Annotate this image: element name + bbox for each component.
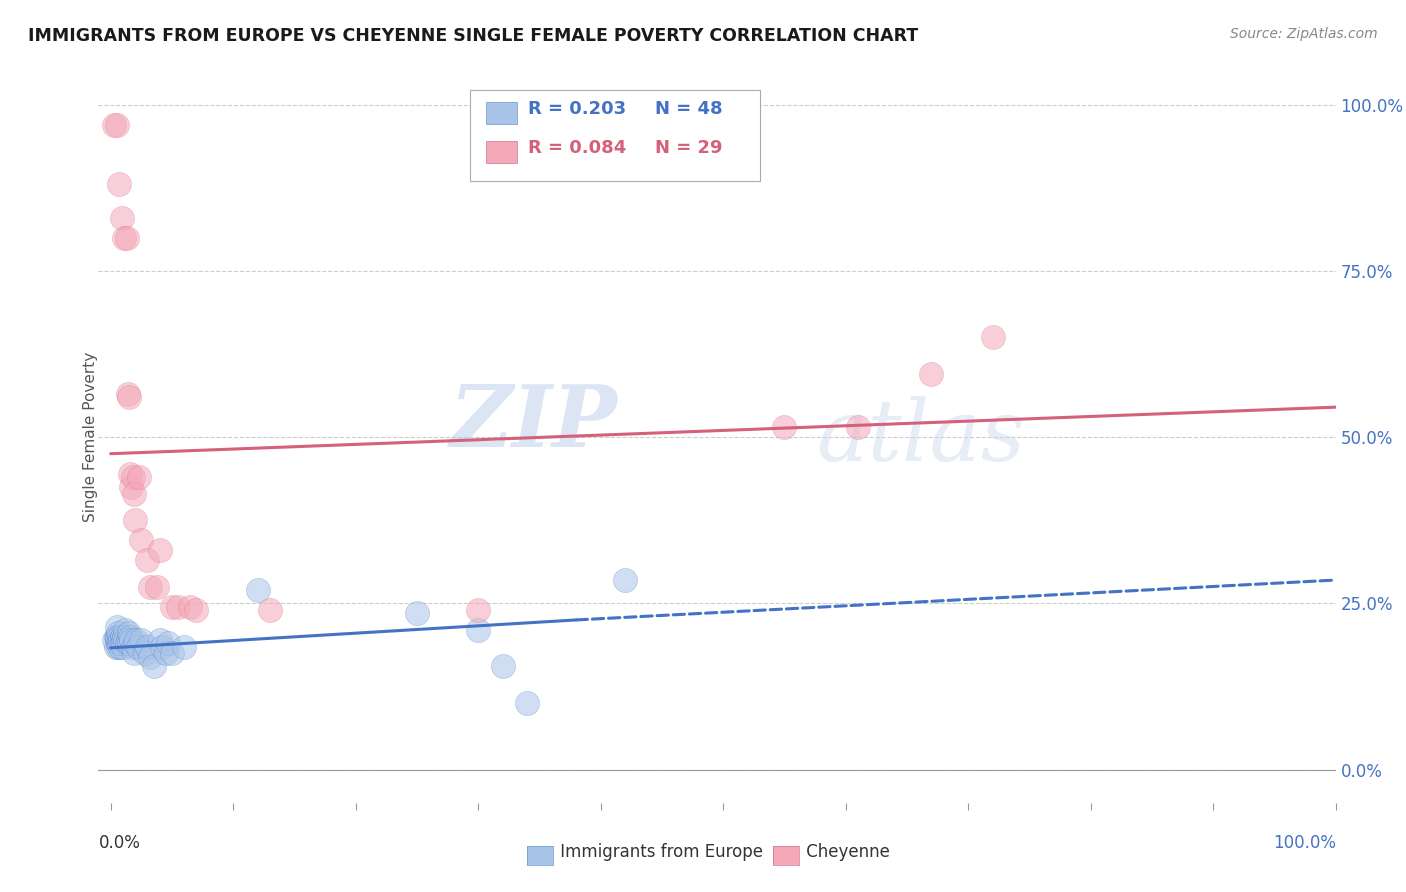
Point bbox=[108, 630, 131, 644]
Point bbox=[104, 630, 127, 644]
Point bbox=[107, 636, 129, 650]
Text: IMMIGRANTS FROM EUROPE VS CHEYENNE SINGLE FEMALE POVERTY CORRELATION CHART: IMMIGRANTS FROM EUROPE VS CHEYENNE SINGL… bbox=[28, 27, 918, 45]
Point bbox=[773, 420, 796, 434]
Point bbox=[467, 603, 489, 617]
Point bbox=[142, 659, 165, 673]
Text: Source: ZipAtlas.com: Source: ZipAtlas.com bbox=[1230, 27, 1378, 41]
Point bbox=[110, 632, 132, 647]
Point bbox=[167, 599, 190, 614]
Point bbox=[111, 636, 134, 650]
Point bbox=[105, 118, 128, 132]
Point bbox=[122, 646, 145, 660]
Point bbox=[111, 630, 134, 644]
Point bbox=[120, 467, 142, 481]
Point bbox=[139, 649, 162, 664]
Point bbox=[124, 636, 146, 650]
Point bbox=[104, 640, 127, 654]
Point bbox=[122, 486, 145, 500]
FancyBboxPatch shape bbox=[470, 90, 761, 181]
Point bbox=[107, 626, 129, 640]
Text: N = 29: N = 29 bbox=[655, 139, 723, 157]
Point bbox=[516, 696, 538, 710]
Point bbox=[110, 640, 132, 654]
Point bbox=[117, 632, 139, 647]
Point bbox=[406, 607, 429, 621]
Point bbox=[173, 640, 195, 654]
Point bbox=[112, 230, 135, 244]
Point bbox=[129, 533, 152, 548]
Point bbox=[105, 619, 128, 633]
Point bbox=[128, 470, 150, 484]
Point bbox=[259, 603, 281, 617]
Text: N = 48: N = 48 bbox=[655, 101, 723, 119]
Point bbox=[186, 603, 208, 617]
Point bbox=[981, 330, 1004, 344]
Point bbox=[108, 178, 131, 192]
Point bbox=[121, 480, 143, 494]
Point bbox=[121, 640, 143, 654]
Text: atlas: atlas bbox=[815, 396, 1025, 478]
Point bbox=[118, 390, 141, 404]
Text: Immigrants from Europe: Immigrants from Europe bbox=[534, 843, 763, 861]
Point bbox=[114, 623, 136, 637]
Point bbox=[846, 420, 869, 434]
Y-axis label: Single Female Poverty: Single Female Poverty bbox=[83, 352, 97, 522]
Point bbox=[105, 630, 128, 644]
Text: ZIP: ZIP bbox=[450, 381, 619, 464]
Text: R = 0.084: R = 0.084 bbox=[527, 139, 626, 157]
Point bbox=[136, 640, 159, 654]
Text: 100.0%: 100.0% bbox=[1272, 834, 1336, 852]
Point bbox=[136, 553, 159, 567]
Point bbox=[114, 632, 136, 647]
Point bbox=[112, 630, 135, 644]
Point bbox=[118, 636, 141, 650]
Point bbox=[111, 632, 134, 647]
Point bbox=[115, 230, 138, 244]
Point bbox=[160, 646, 183, 660]
Point bbox=[118, 626, 141, 640]
Point bbox=[139, 580, 162, 594]
Point bbox=[150, 640, 173, 654]
Point bbox=[160, 599, 183, 614]
Text: R = 0.203: R = 0.203 bbox=[527, 101, 626, 119]
Point bbox=[124, 513, 146, 527]
Point bbox=[614, 573, 637, 587]
Point bbox=[179, 599, 201, 614]
Point bbox=[125, 632, 148, 647]
Point bbox=[111, 211, 134, 225]
Point bbox=[120, 630, 142, 644]
Point bbox=[103, 632, 125, 647]
Point bbox=[103, 118, 125, 132]
Point bbox=[149, 632, 172, 647]
Point bbox=[149, 543, 172, 558]
Point bbox=[155, 646, 177, 660]
Point bbox=[121, 470, 143, 484]
Point bbox=[111, 640, 134, 654]
Point bbox=[127, 640, 149, 654]
Point bbox=[107, 640, 129, 654]
Bar bbox=[485, 102, 516, 124]
Point bbox=[134, 646, 156, 660]
Bar bbox=[485, 141, 516, 162]
Point bbox=[246, 582, 269, 597]
Point bbox=[467, 623, 489, 637]
Point bbox=[117, 387, 139, 401]
Point bbox=[129, 632, 152, 647]
Text: 0.0%: 0.0% bbox=[98, 834, 141, 852]
Point bbox=[121, 632, 143, 647]
Point bbox=[492, 659, 515, 673]
Point bbox=[920, 367, 942, 381]
Point bbox=[108, 636, 131, 650]
Text: Cheyenne: Cheyenne bbox=[780, 843, 890, 861]
Point bbox=[115, 636, 138, 650]
Point bbox=[157, 636, 180, 650]
Point bbox=[105, 632, 128, 647]
Point bbox=[146, 580, 169, 594]
